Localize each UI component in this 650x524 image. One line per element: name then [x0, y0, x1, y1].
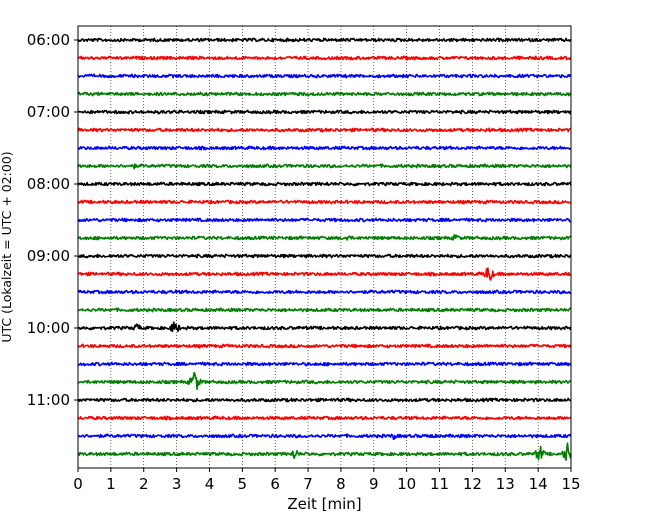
x-tick-label: 13: [496, 475, 515, 493]
y-tick-label: 11:00: [27, 391, 70, 409]
x-tick-label: 9: [369, 475, 379, 493]
y-tick-label: 09:00: [27, 247, 70, 265]
y-tick-label: 10:00: [27, 319, 70, 337]
trace-1045: [77, 371, 572, 390]
x-axis-label: Zeit [min]: [287, 495, 361, 513]
trace-0715: [77, 127, 572, 133]
x-tick-label: 2: [139, 475, 149, 493]
plot-frame: [77, 25, 572, 469]
y-axis-label: UTC (Lokalzeit = UTC + 02:00): [0, 151, 14, 342]
trace-1145: [77, 442, 572, 461]
trace-0900: [77, 253, 572, 259]
trace-0915: [77, 267, 572, 281]
trace-0945: [77, 307, 572, 313]
trace-0845: [77, 234, 572, 241]
x-tick-label: 4: [205, 475, 215, 493]
y-tick-label: 08:00: [27, 175, 70, 193]
x-tick-label: 5: [238, 475, 248, 493]
trace-1130: [77, 433, 572, 440]
x-tick-label: 14: [529, 475, 548, 493]
x-tick-label: 8: [336, 475, 346, 493]
x-tick-label: 6: [270, 475, 280, 493]
trace-0615: [77, 55, 572, 61]
y-tick-label: 06:00: [27, 31, 70, 49]
trace-1015: [77, 343, 572, 349]
trace-1000: [77, 321, 572, 333]
trace-0630: [77, 73, 572, 79]
x-axis-ticks: 0 1 2 3 4 5 6 7 8 9 10 11 12 13 14 15: [73, 468, 581, 493]
trace-0930: [77, 289, 572, 295]
y-tick-label: 07:00: [27, 103, 70, 121]
x-tick-label: 0: [73, 475, 83, 493]
x-tick-label: 1: [106, 475, 116, 493]
x-tick-label: 3: [172, 475, 182, 493]
x-tick-label: 7: [303, 475, 313, 493]
x-tick-label: 15: [561, 475, 580, 493]
trace-1100: [77, 397, 572, 403]
trace-0830: [77, 217, 572, 223]
trace-0730: [77, 145, 572, 151]
y-axis-ticks: 06:00 07:00 08:00 09:00 10:00 11:00: [27, 31, 78, 409]
trace-0815: [77, 199, 572, 205]
trace-1115: [77, 415, 572, 421]
trace-0700: [77, 109, 572, 115]
trace-0800: [77, 181, 572, 187]
trace-1030: [77, 361, 572, 367]
trace-0645: [77, 91, 572, 97]
trace-0600: [77, 37, 572, 43]
x-tick-label: 10: [397, 475, 416, 493]
x-tick-label: 12: [463, 475, 482, 493]
traces: [77, 37, 572, 461]
x-tick-label: 11: [430, 475, 449, 493]
trace-0745: [77, 163, 572, 170]
